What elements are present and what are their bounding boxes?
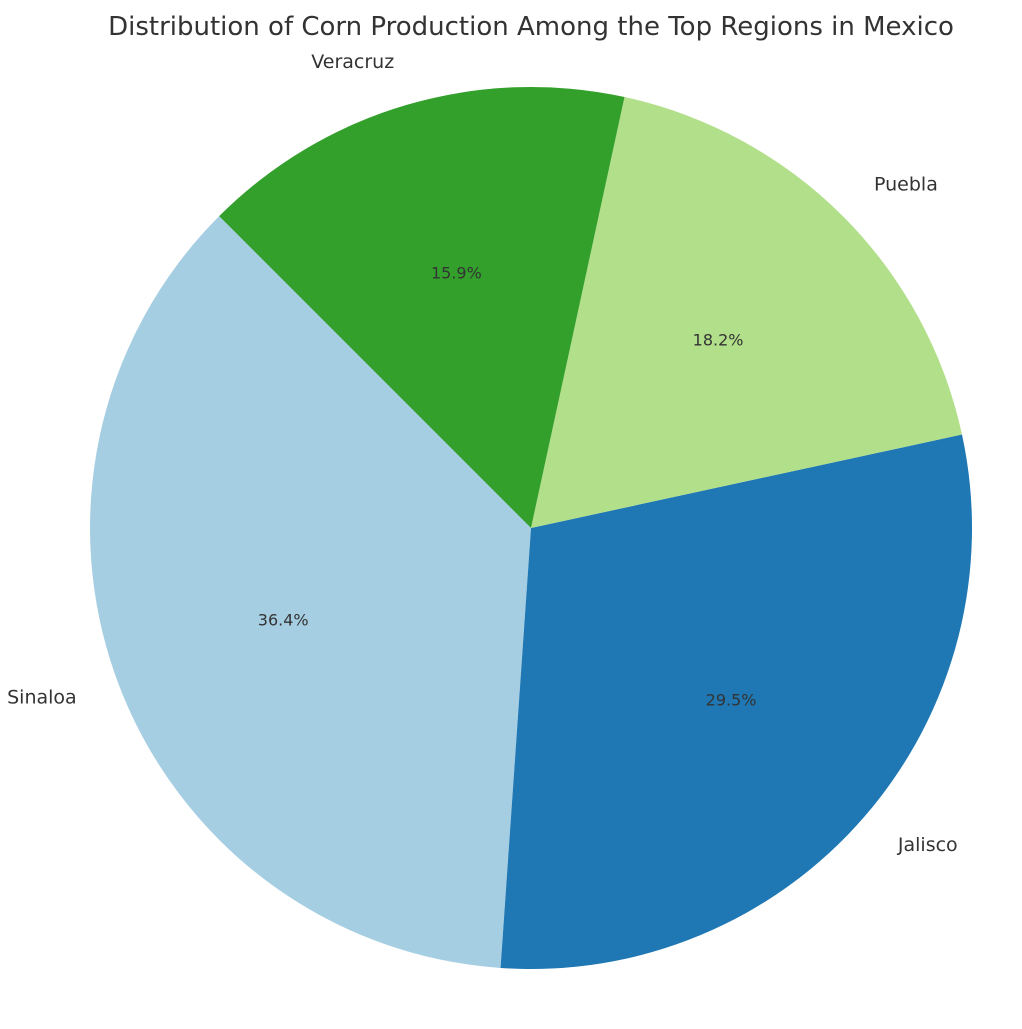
pie-labels: Sinaloa 36.4% Jalisco 29.5% Puebla 18.2% Verac…: [7, 51, 958, 856]
pct-label-veracruz: 15.9%: [431, 264, 482, 283]
slice-label-veracruz: Veracruz: [311, 51, 394, 73]
slice-label-puebla: Puebla: [874, 174, 938, 196]
pct-label-sinaloa: 36.4%: [258, 610, 309, 629]
pct-label-jalisco: 29.5%: [706, 691, 757, 710]
pie-slices: [90, 86, 973, 970]
pie-slice-puebla: [531, 97, 962, 529]
chart-title: Distribution of Corn Production Among th…: [108, 12, 954, 42]
slice-label-jalisco: Jalisco: [897, 834, 958, 856]
pct-label-puebla: 18.2%: [693, 330, 744, 349]
slice-label-sinaloa: Sinaloa: [7, 687, 77, 709]
pie-slice-sinaloa: [90, 216, 532, 968]
pie-slice-veracruz: [219, 86, 625, 529]
pie-slice-jalisco: [500, 434, 973, 970]
